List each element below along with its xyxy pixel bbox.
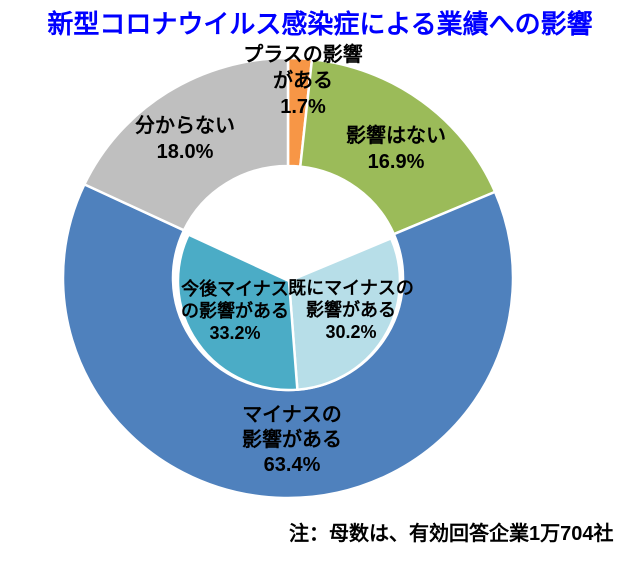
callout-future-pct: 33.2%: [209, 323, 261, 343]
callout-no-impact: 影響はない 16.9%: [346, 123, 446, 175]
callout-unknown-line1: 分からない: [135, 115, 235, 137]
callout-unknown: 分からない 18.0%: [135, 113, 235, 165]
callout-already-pct: 30.2%: [325, 322, 377, 342]
callout-future-minus: 今後マイナス の影響がある 33.2%: [181, 278, 289, 344]
callout-already-line2: 影響がある: [305, 300, 396, 320]
outer-slice-no-impact: [298, 57, 497, 236]
outer-slice-unknown: [82, 56, 290, 232]
callout-unknown-pct: 18.0%: [156, 141, 214, 163]
callout-plus-line2: がある: [272, 70, 333, 92]
callout-plus-impact: プラスの影響 がある 1.7%: [243, 42, 363, 120]
callout-minus-pct: 63.4%: [263, 454, 321, 476]
callout-future-line2: の影響がある: [181, 301, 289, 321]
callout-plus-line1: プラスの影響: [243, 44, 363, 66]
callout-already-line1: 既にマイナスの: [288, 278, 414, 298]
callout-none-pct: 16.9%: [367, 151, 425, 173]
callout-minus-line1: マイナスの: [242, 404, 342, 426]
chart-title: 新型コロナウイルス感染症による業績への影響: [47, 9, 593, 39]
footnote: 注：母数は、有効回答企業1万704社: [289, 523, 614, 545]
inner-slice-future-minus: [176, 232, 299, 392]
callout-future-line1: 今後マイナス: [181, 279, 289, 299]
callout-none-line1: 影響はない: [346, 125, 446, 147]
callout-minus-impact: マイナスの 影響がある 63.4%: [242, 403, 342, 478]
callout-already-minus: 既にマイナスの 影響がある 30.2%: [288, 277, 414, 343]
callout-minus-line2: 影響がある: [242, 429, 342, 451]
callout-plus-pct: 1.7%: [280, 96, 326, 118]
inner-slice-already-minus: [287, 236, 402, 392]
